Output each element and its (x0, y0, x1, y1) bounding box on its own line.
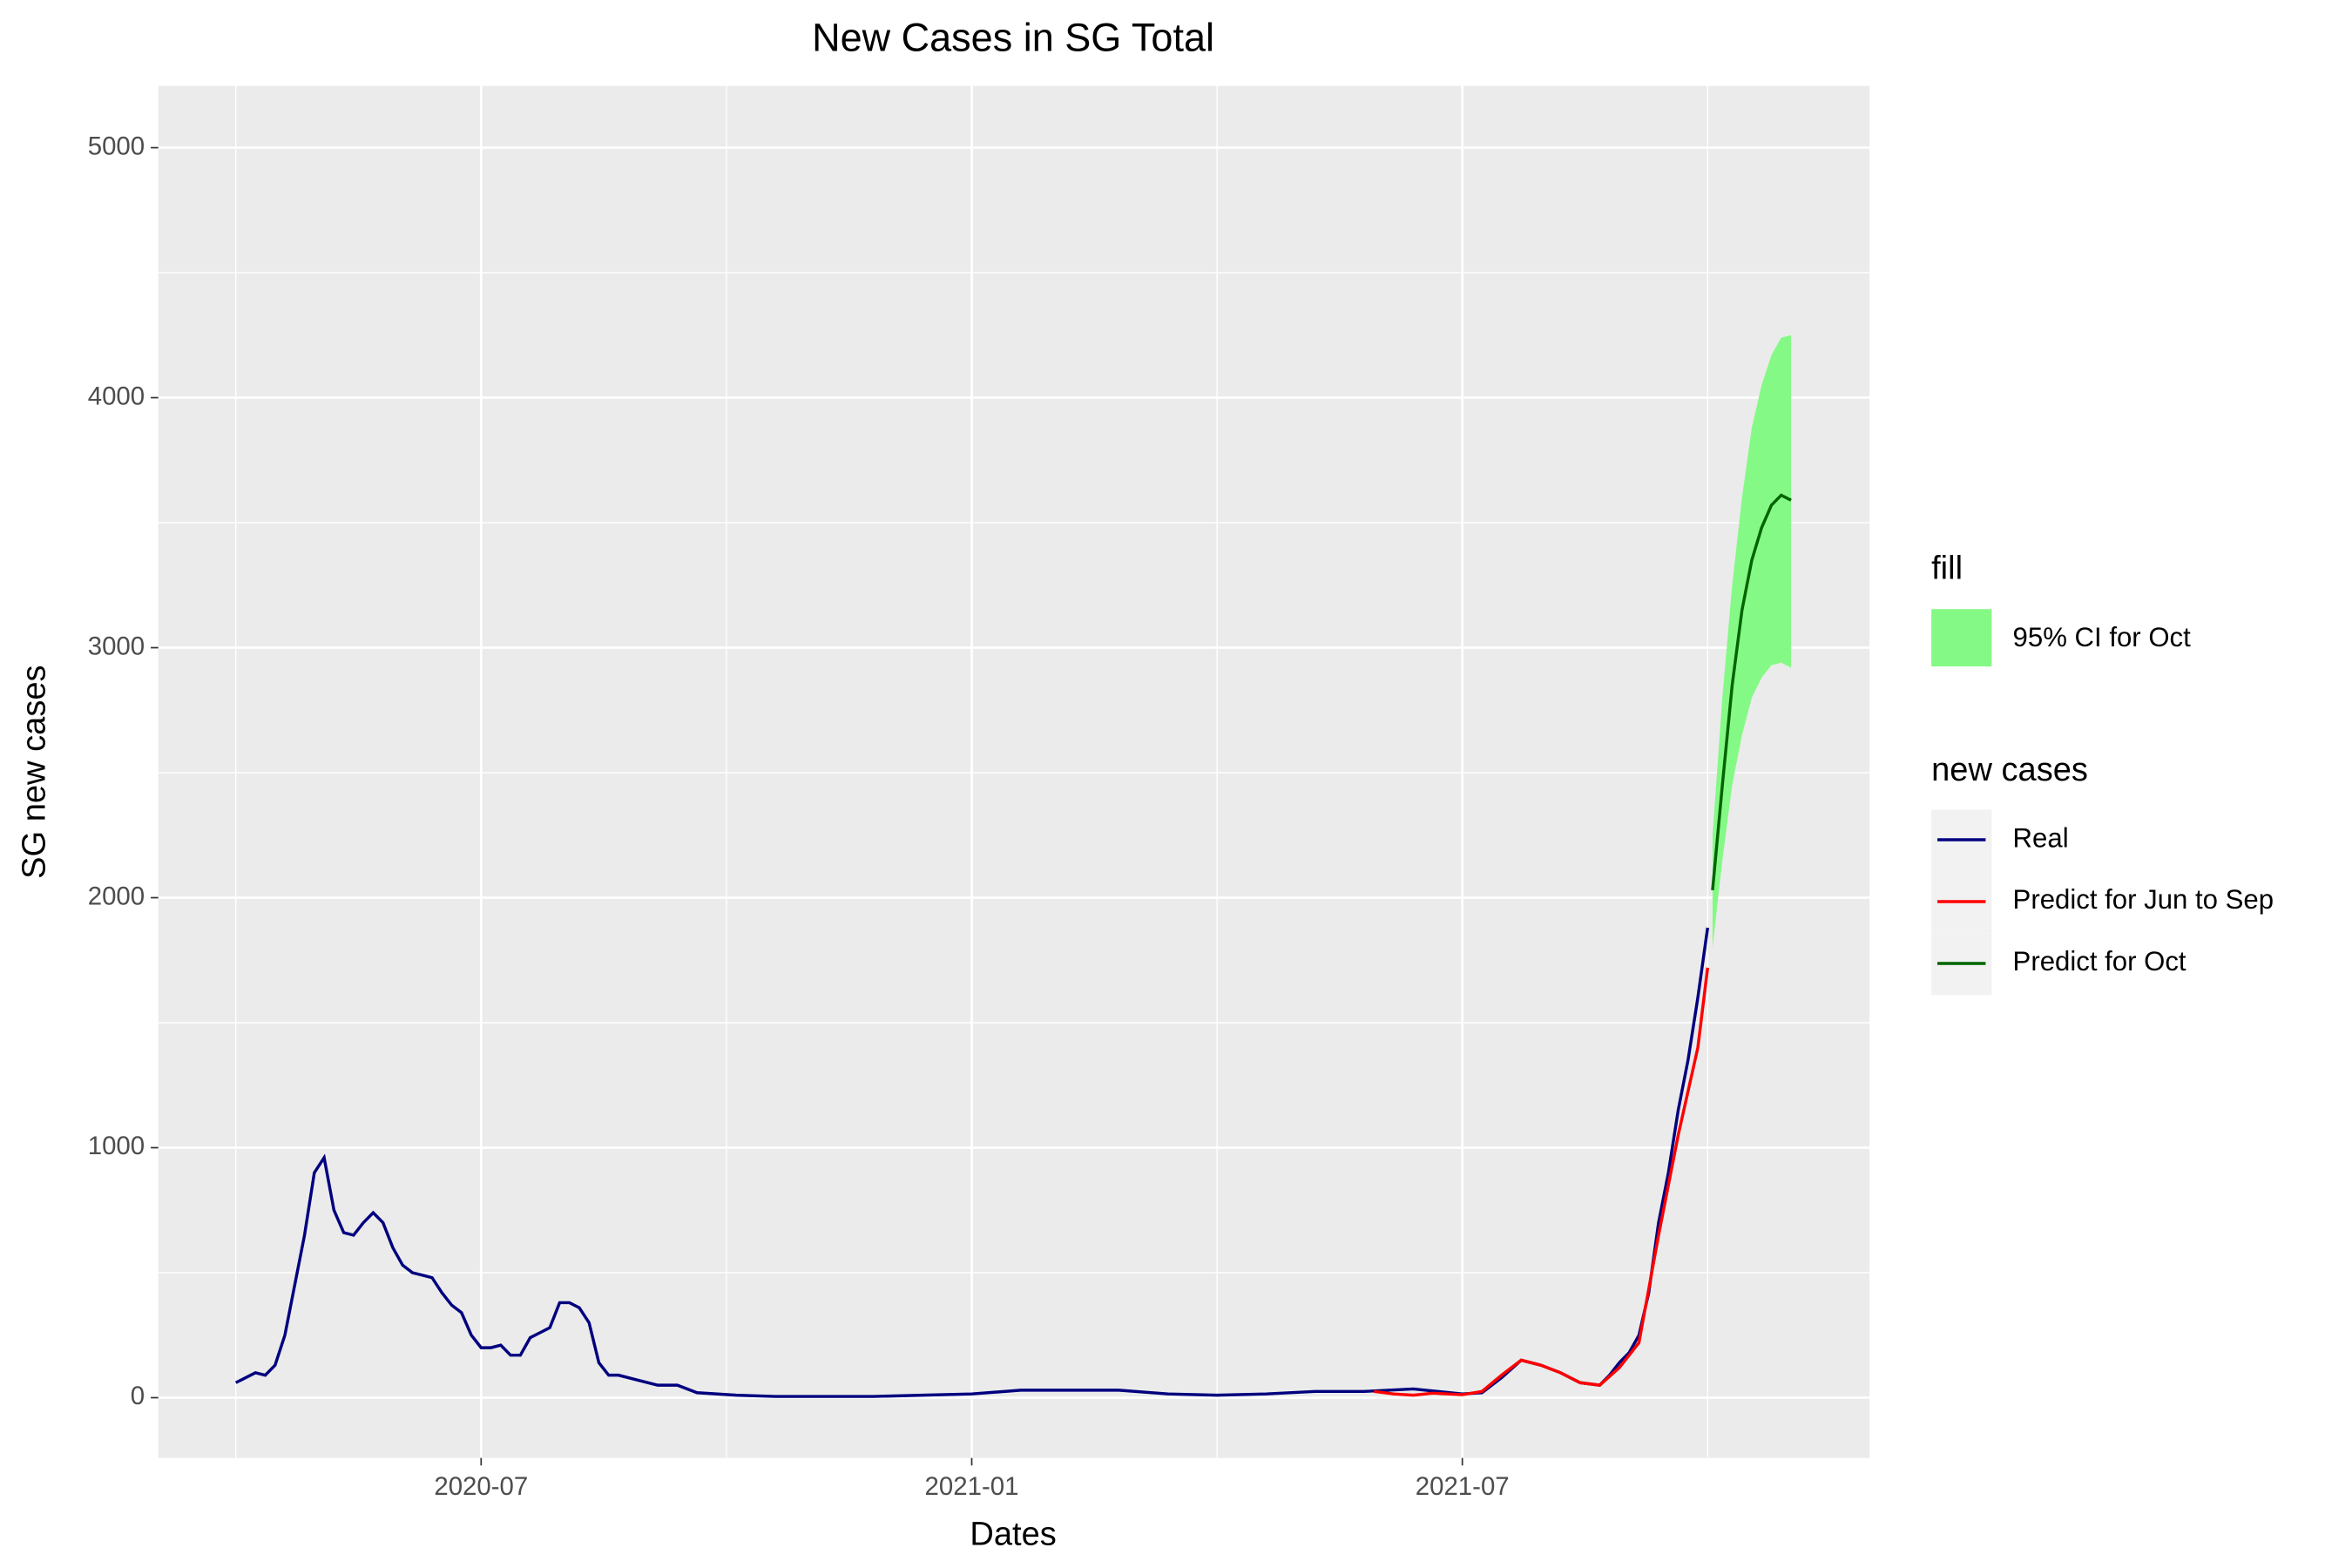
chart-title: New Cases in SG Total (812, 16, 1214, 60)
legend-label: Predict for Oct (2013, 946, 2186, 977)
y-tick-label: 2000 (88, 882, 145, 910)
x-tick-label: 2021-01 (925, 1472, 1019, 1501)
legend-label: Predict for Jun to Sep (2013, 884, 2274, 915)
series-line (1711, 493, 1792, 891)
plot-panel (158, 85, 1870, 1458)
x-tick-label: 2020-07 (434, 1472, 528, 1501)
x-tick-label: 2021-07 (1416, 1472, 1510, 1501)
series-line (1374, 967, 1710, 1397)
x-axis-title: Dates (970, 1517, 1056, 1553)
y-tick-label: 1000 (88, 1132, 145, 1160)
y-tick-label: 5000 (88, 132, 145, 160)
y-tick-label: 4000 (88, 382, 145, 410)
legend-key (1931, 609, 1992, 666)
y-tick-label: 3000 (88, 632, 145, 660)
legend-label: Real (2013, 822, 2069, 853)
confidence-band (1712, 335, 1792, 948)
y-axis-title: SG new cases (17, 665, 53, 878)
legend-title: fill (1931, 550, 1963, 586)
legend-label: 95% CI for Oct (2013, 622, 2192, 652)
legend-title: new cases (1931, 752, 2088, 788)
y-tick-label: 0 (131, 1382, 145, 1410)
